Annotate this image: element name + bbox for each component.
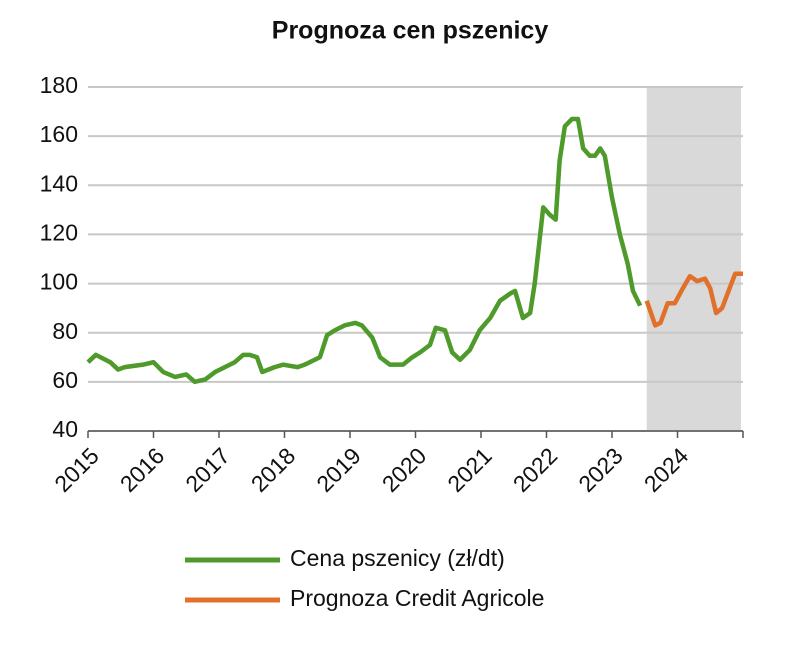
y-tick-label: 100 [40, 269, 78, 295]
x-tick-label: 2024 [639, 442, 694, 497]
forecast-shade [646, 87, 742, 431]
x-tick-label: 2017 [180, 442, 235, 497]
x-tick-label: 2018 [246, 442, 301, 497]
y-tick-label: 140 [40, 170, 78, 196]
y-tick-label: 60 [52, 367, 78, 393]
y-tick-label: 120 [40, 220, 78, 246]
x-tick-label: 2020 [377, 442, 432, 497]
x-tick-label: 2016 [115, 442, 170, 497]
legend-label: Prognoza Credit Agricole [290, 585, 544, 611]
x-tick-label: 2015 [49, 442, 104, 497]
y-tick-label: 80 [52, 318, 78, 344]
series-line [86, 116, 643, 385]
x-tick-label: 2022 [508, 442, 563, 497]
legend-label: Cena pszenicy (zł/dt) [290, 545, 505, 571]
series-line [644, 271, 743, 328]
x-tick-label: 2021 [442, 442, 497, 497]
x-tick-label: 2019 [311, 442, 366, 497]
y-tick-label: 160 [40, 121, 78, 147]
x-tick-label: 2023 [573, 442, 628, 497]
chart-title: Prognoza cen pszenicy [272, 17, 549, 45]
y-tick-label: 180 [40, 72, 78, 98]
y-tick-label: 40 [52, 416, 78, 442]
